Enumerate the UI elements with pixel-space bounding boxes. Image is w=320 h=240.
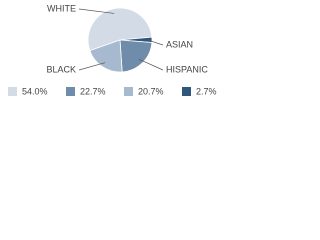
slice-label: WHITE <box>47 3 76 13</box>
slice-label: ASIAN <box>166 39 193 49</box>
leader-line <box>138 59 164 71</box>
pie-slice <box>89 39 123 73</box>
legend-label: 22.7% <box>80 86 106 96</box>
legend-label: 20.7% <box>138 86 164 96</box>
legend-swatch <box>124 87 133 96</box>
legend-label: 2.7% <box>196 86 217 96</box>
leader-line <box>78 8 115 14</box>
legend-swatch <box>8 87 17 96</box>
slice-label: HISPANIC <box>166 64 208 74</box>
page: WHITE ASIAN HISPANIC BLACK 54.0% 22.7% 20.7% 2.… <box>0 0 320 100</box>
pie-slice <box>119 39 153 73</box>
chart: WHITE ASIAN HISPANIC BLACK 54.0% 22.7% 20.7% 2.… <box>8 3 217 96</box>
leader-line <box>147 39 164 46</box>
leader-line <box>78 62 106 71</box>
legend-label: 54.0% <box>22 86 48 96</box>
pie-slice <box>87 7 153 52</box>
legend-swatch <box>182 87 191 96</box>
slice-label: BLACK <box>46 64 76 74</box>
legend-swatch <box>66 87 75 96</box>
